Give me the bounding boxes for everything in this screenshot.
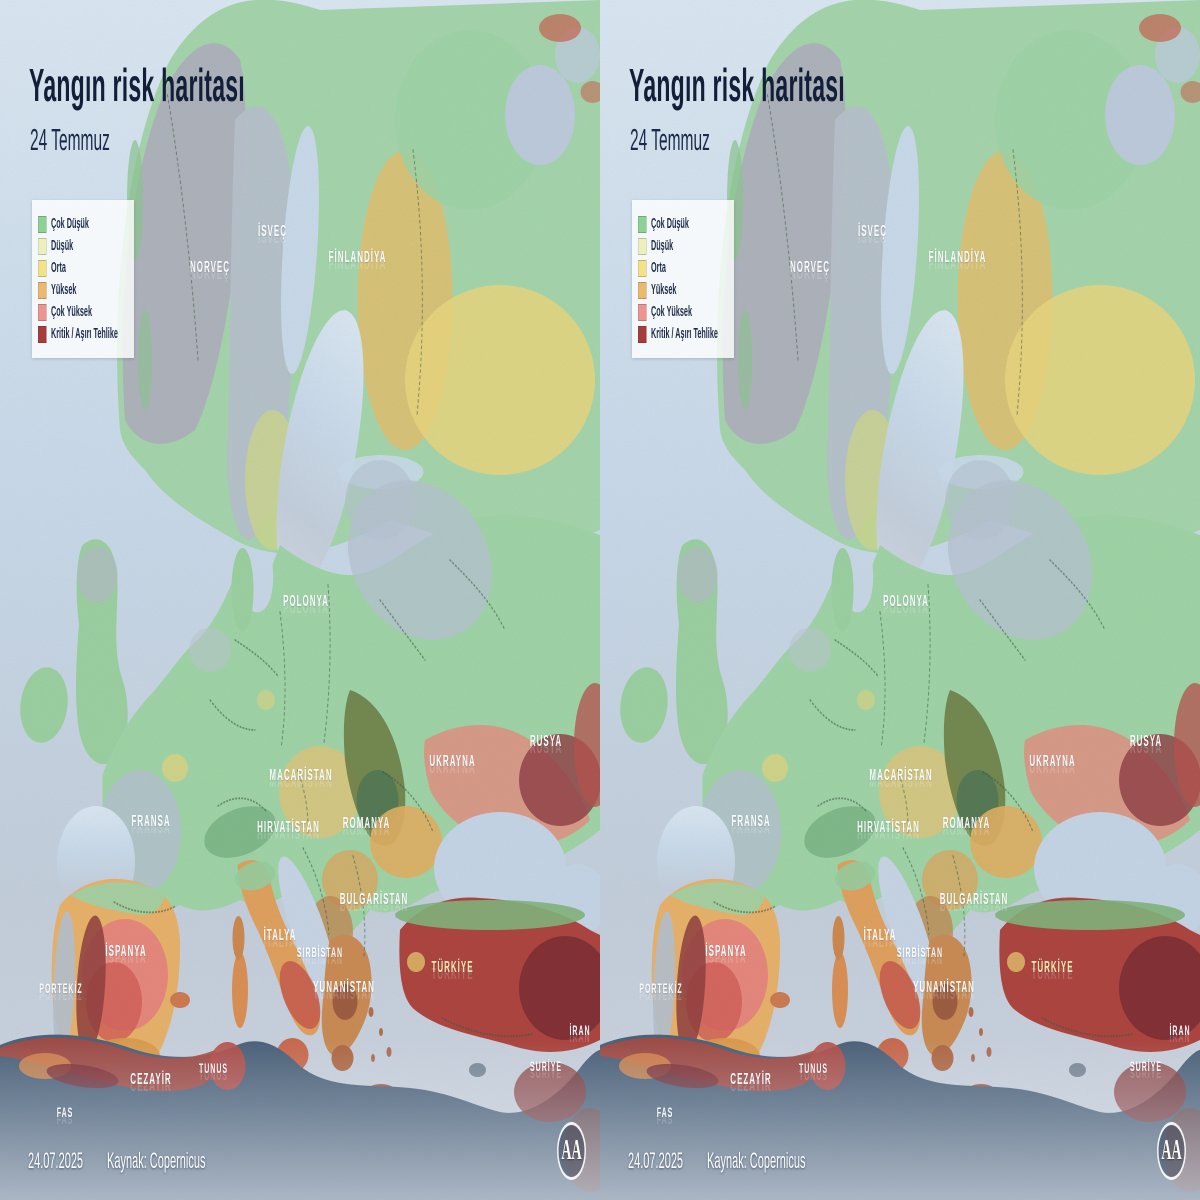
page-title: Yangın risk haritası (29, 59, 245, 111)
legend-label: Çok Düşük (651, 216, 689, 232)
legend-label: Orta (651, 260, 666, 276)
legend-item: Yüksek (38, 281, 128, 299)
panel-content: NORVEÇ İSVEÇ FİNLANDİYA POLONYA RUSYA UKRAYNA… (600, 0, 1200, 1200)
legend-item: Düşük (638, 237, 728, 255)
legend-color-swatch (638, 325, 647, 343)
legend-label: Yüksek (651, 282, 677, 298)
legend-color-swatch (38, 303, 47, 321)
page-title: Yangın risk haritası (629, 59, 845, 111)
footer-source: Kaynak: Copernicus (707, 1148, 806, 1173)
legend-label: Çok Yüksek (651, 304, 692, 320)
legend-color-swatch (638, 215, 647, 233)
aa-agency-logo: AA (1157, 1122, 1186, 1180)
legend-item: Düşük (38, 237, 128, 255)
map-noise-texture (0, 0, 600, 1200)
europe-fire-risk-map (0, 0, 600, 1200)
panel-content: NORVEÇ İSVEÇ FİNLANDİYA POLONYA RUSYA UKRAYNA… (0, 0, 600, 1200)
legend-label: Çok Düşük (51, 216, 89, 232)
footer-source: Kaynak: Copernicus (107, 1148, 206, 1173)
legend-color-swatch (638, 259, 647, 277)
aa-agency-logo: AA (557, 1122, 586, 1180)
legend-color-swatch (38, 259, 47, 277)
legend-label: Düşük (651, 238, 674, 254)
footer-date: 24.07.2025 (28, 1148, 84, 1173)
legend-label: Kritik / Aşırı Tehlike (651, 326, 718, 342)
legend-label: Orta (51, 260, 66, 276)
legend-item: Çok Düşük (38, 215, 128, 233)
legend-item: Çok Yüksek (638, 303, 728, 321)
risk-legend-rows: Çok Düşük Düşük Orta Yüksek Çok Yüksek Kritik… (38, 215, 128, 343)
legend-label: Düşük (51, 238, 74, 254)
legend-label: Yüksek (51, 282, 77, 298)
legend-color-swatch (38, 325, 47, 343)
page-subtitle: 24 Temmuz (630, 122, 710, 157)
map-noise-texture (600, 0, 1200, 1200)
page-subtitle: 24 Temmuz (30, 122, 110, 157)
legend-color-swatch (638, 281, 647, 299)
legend-item: Çok Yüksek (38, 303, 128, 321)
legend-color-swatch (638, 303, 647, 321)
risk-legend-rows: Çok Düşük Düşük Orta Yüksek Çok Yüksek Kritik… (638, 215, 728, 343)
europe-fire-risk-map (600, 0, 1200, 1200)
fire-risk-infographic-panel: NORVEÇ İSVEÇ FİNLANDİYA POLONYA RUSYA UKRAYNA… (600, 0, 1200, 1200)
sea-haze (600, 1040, 1200, 1200)
footer-date: 24.07.2025 (628, 1148, 684, 1173)
legend-color-swatch (38, 215, 47, 233)
risk-legend: Çok Düşük Düşük Orta Yüksek Çok Yüksek Kritik… (632, 200, 734, 358)
legend-item: Yüksek (638, 281, 728, 299)
legend-color-swatch (38, 237, 47, 255)
fire-risk-infographic-panel: NORVEÇ İSVEÇ FİNLANDİYA POLONYA RUSYA UKRAYNA… (0, 0, 600, 1200)
legend-item: Çok Düşük (638, 215, 728, 233)
legend-label: Çok Yüksek (51, 304, 92, 320)
legend-color-swatch (38, 281, 47, 299)
legend-item: Kritik / Aşırı Tehlike (38, 325, 128, 343)
legend-label: Kritik / Aşırı Tehlike (51, 326, 118, 342)
sea-haze (0, 1040, 600, 1200)
legend-item: Orta (638, 259, 728, 277)
legend-item: Kritik / Aşırı Tehlike (638, 325, 728, 343)
legend-item: Orta (38, 259, 128, 277)
legend-color-swatch (638, 237, 647, 255)
risk-legend: Çok Düşük Düşük Orta Yüksek Çok Yüksek Kritik… (32, 200, 134, 358)
